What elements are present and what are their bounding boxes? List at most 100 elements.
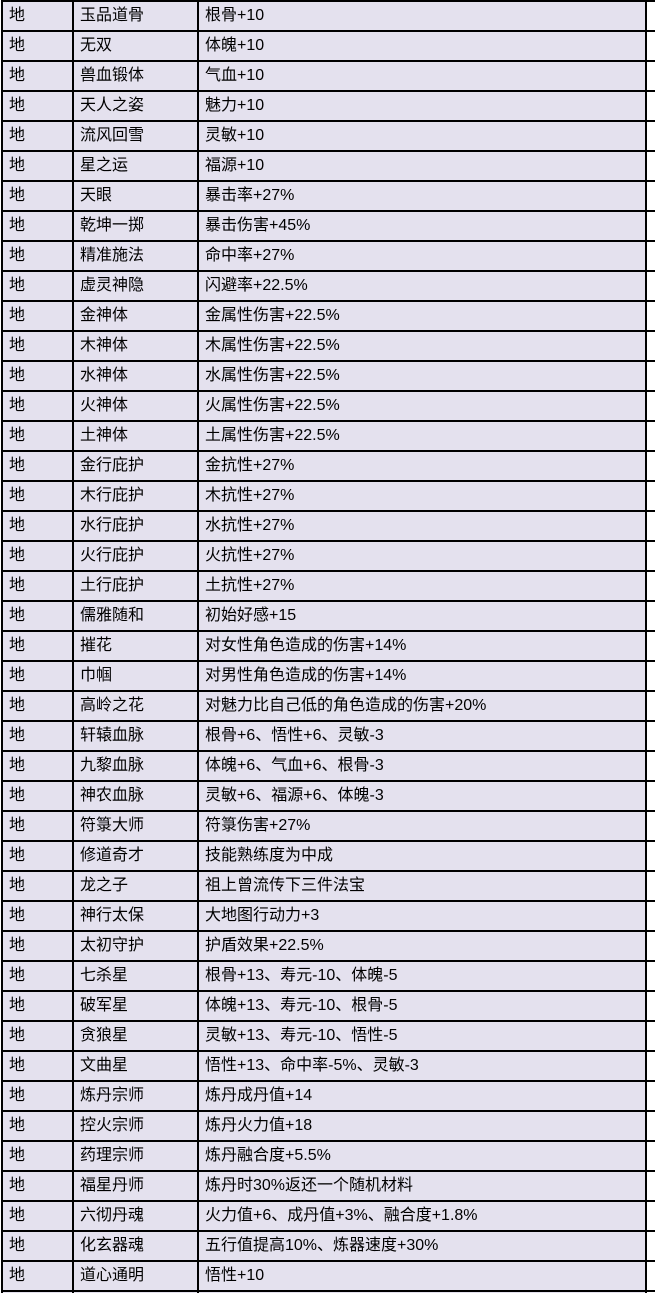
trait-effect-cell: 魅力+10 <box>199 92 647 120</box>
trait-name-cell: 流风回雪 <box>74 122 199 150</box>
grade-cell: 地 <box>1 872 74 900</box>
trait-name-cell: 金行庇护 <box>74 452 199 480</box>
trait-effect-cell: 炼丹融合度+5.5% <box>199 1142 647 1170</box>
grade-cell: 地 <box>1 32 74 60</box>
table-row: 地 乾坤一掷 暴击伤害+45% <box>1 212 655 242</box>
right-margin-strip <box>647 812 655 840</box>
table-row: 地 龙之子 祖上曾流传下三件法宝 <box>1 872 655 902</box>
table-row: 地 水行庇护 水抗性+27% <box>1 512 655 542</box>
right-margin-strip <box>647 1052 655 1080</box>
grade-cell: 地 <box>1 662 74 690</box>
right-margin-strip <box>647 842 655 870</box>
table-row: 地 兽血锻体 气血+10 <box>1 62 655 92</box>
trait-name-cell: 福星丹师 <box>74 1172 199 1200</box>
trait-name-cell: 玉品道骨 <box>74 2 199 30</box>
table-row: 地 太初守护 护盾效果+22.5% <box>1 932 655 962</box>
right-margin-strip <box>647 1022 655 1050</box>
table-row: 地 火神体 火属性伤害+22.5% <box>1 392 655 422</box>
grade-cell: 地 <box>1 452 74 480</box>
trait-name-cell: 轩辕血脉 <box>74 722 199 750</box>
table-row: 地 摧花 对女性角色造成的伤害+14% <box>1 632 655 662</box>
right-margin-strip <box>647 332 655 360</box>
right-margin-strip <box>647 872 655 900</box>
trait-effect-cell: 初始好感+15 <box>199 602 647 630</box>
table-row: 地 玉品道骨 根骨+10 <box>1 2 655 32</box>
trait-effect-cell: 土抗性+27% <box>199 572 647 600</box>
table-row: 地 火行庇护 火抗性+27% <box>1 542 655 572</box>
right-margin-strip <box>647 482 655 510</box>
trait-effect-cell: 悟性+13、命中率-5%、灵敏-3 <box>199 1052 647 1080</box>
trait-effect-cell: 灵敏+10 <box>199 122 647 150</box>
table-row: 地 控火宗师 炼丹火力值+18 <box>1 1112 655 1142</box>
grade-cell: 地 <box>1 302 74 330</box>
table-row: 地 福星丹师 炼丹时30%返还一个随机材料 <box>1 1172 655 1202</box>
grade-cell: 地 <box>1 122 74 150</box>
right-margin-strip <box>647 362 655 390</box>
table-row: 地 土行庇护 土抗性+27% <box>1 572 655 602</box>
table-row: 地 木行庇护 木抗性+27% <box>1 482 655 512</box>
grade-cell: 地 <box>1 182 74 210</box>
grade-cell: 地 <box>1 1052 74 1080</box>
trait-name-cell: 木行庇护 <box>74 482 199 510</box>
right-margin-strip <box>647 992 655 1020</box>
right-margin-strip <box>647 662 655 690</box>
trait-effect-cell: 木属性伤害+22.5% <box>199 332 647 360</box>
grade-cell: 地 <box>1 332 74 360</box>
trait-name-cell: 破军星 <box>74 992 199 1020</box>
trait-name-cell: 太初守护 <box>74 932 199 960</box>
table-row: 地 天人之姿 魅力+10 <box>1 92 655 122</box>
grade-cell: 地 <box>1 242 74 270</box>
trait-name-cell: 火行庇护 <box>74 542 199 570</box>
trait-name-cell: 文曲星 <box>74 1052 199 1080</box>
table-row: 地 木神体 木属性伤害+22.5% <box>1 332 655 362</box>
right-margin-strip <box>647 932 655 960</box>
grade-cell: 地 <box>1 1022 74 1050</box>
right-margin-strip <box>647 152 655 180</box>
table-row: 地 水神体 水属性伤害+22.5% <box>1 362 655 392</box>
trait-effect-cell: 炼丹时30%返还一个随机材料 <box>199 1172 647 1200</box>
trait-effect-cell: 灵敏+13、寿元-10、悟性-5 <box>199 1022 647 1050</box>
trait-effect-cell: 土属性伤害+22.5% <box>199 422 647 450</box>
right-margin-strip <box>647 122 655 150</box>
grade-cell: 地 <box>1 392 74 420</box>
right-margin-strip <box>647 752 655 780</box>
trait-effect-cell: 对魅力比自己低的角色造成的伤害+20% <box>199 692 647 720</box>
trait-effect-cell: 木抗性+27% <box>199 482 647 510</box>
table-row: 地 巾帼 对男性角色造成的伤害+14% <box>1 662 655 692</box>
trait-effect-cell: 体魄+6、气血+6、根骨-3 <box>199 752 647 780</box>
table-row: 地 九黎血脉 体魄+6、气血+6、根骨-3 <box>1 752 655 782</box>
trait-effect-cell: 护盾效果+22.5% <box>199 932 647 960</box>
trait-name-cell: 无双 <box>74 32 199 60</box>
table-row: 地 符箓大师 符箓伤害+27% <box>1 812 655 842</box>
trait-name-cell: 精准施法 <box>74 242 199 270</box>
grade-cell: 地 <box>1 2 74 30</box>
table-row: 地 神农血脉 灵敏+6、福源+6、体魄-3 <box>1 782 655 812</box>
right-margin-strip <box>647 1142 655 1170</box>
table-row: 地 精准施法 命中率+27% <box>1 242 655 272</box>
table-row: 地 土神体 土属性伤害+22.5% <box>1 422 655 452</box>
trait-effect-cell: 根骨+10 <box>199 2 647 30</box>
right-margin-strip <box>647 242 655 270</box>
trait-name-cell: 金神体 <box>74 302 199 330</box>
table-row: 地 破军星 体魄+13、寿元-10、根骨-5 <box>1 992 655 1022</box>
table-row: 地 贪狼星 灵敏+13、寿元-10、悟性-5 <box>1 1022 655 1052</box>
table-row: 地 七杀星 根骨+13、寿元-10、体魄-5 <box>1 962 655 992</box>
trait-effect-cell: 福源+10 <box>199 152 647 180</box>
trait-effect-cell: 符箓伤害+27% <box>199 812 647 840</box>
trait-name-cell: 乾坤一掷 <box>74 212 199 240</box>
trait-effect-cell: 五行值提高10%、炼器速度+30% <box>199 1232 647 1260</box>
grade-cell: 地 <box>1 1172 74 1200</box>
trait-effect-cell: 根骨+6、悟性+6、灵敏-3 <box>199 722 647 750</box>
trait-name-cell: 道心通明 <box>74 1262 199 1290</box>
table-row: 地 道心通明 悟性+10 <box>1 1262 655 1292</box>
right-margin-strip <box>647 1112 655 1140</box>
grade-cell: 地 <box>1 92 74 120</box>
right-margin-strip <box>647 1262 655 1290</box>
right-margin-strip <box>647 452 655 480</box>
table-row: 地 无双 体魄+10 <box>1 32 655 62</box>
grade-cell: 地 <box>1 212 74 240</box>
trait-effect-cell: 体魄+13、寿元-10、根骨-5 <box>199 992 647 1020</box>
grade-cell: 地 <box>1 572 74 600</box>
trait-name-cell: 九黎血脉 <box>74 752 199 780</box>
